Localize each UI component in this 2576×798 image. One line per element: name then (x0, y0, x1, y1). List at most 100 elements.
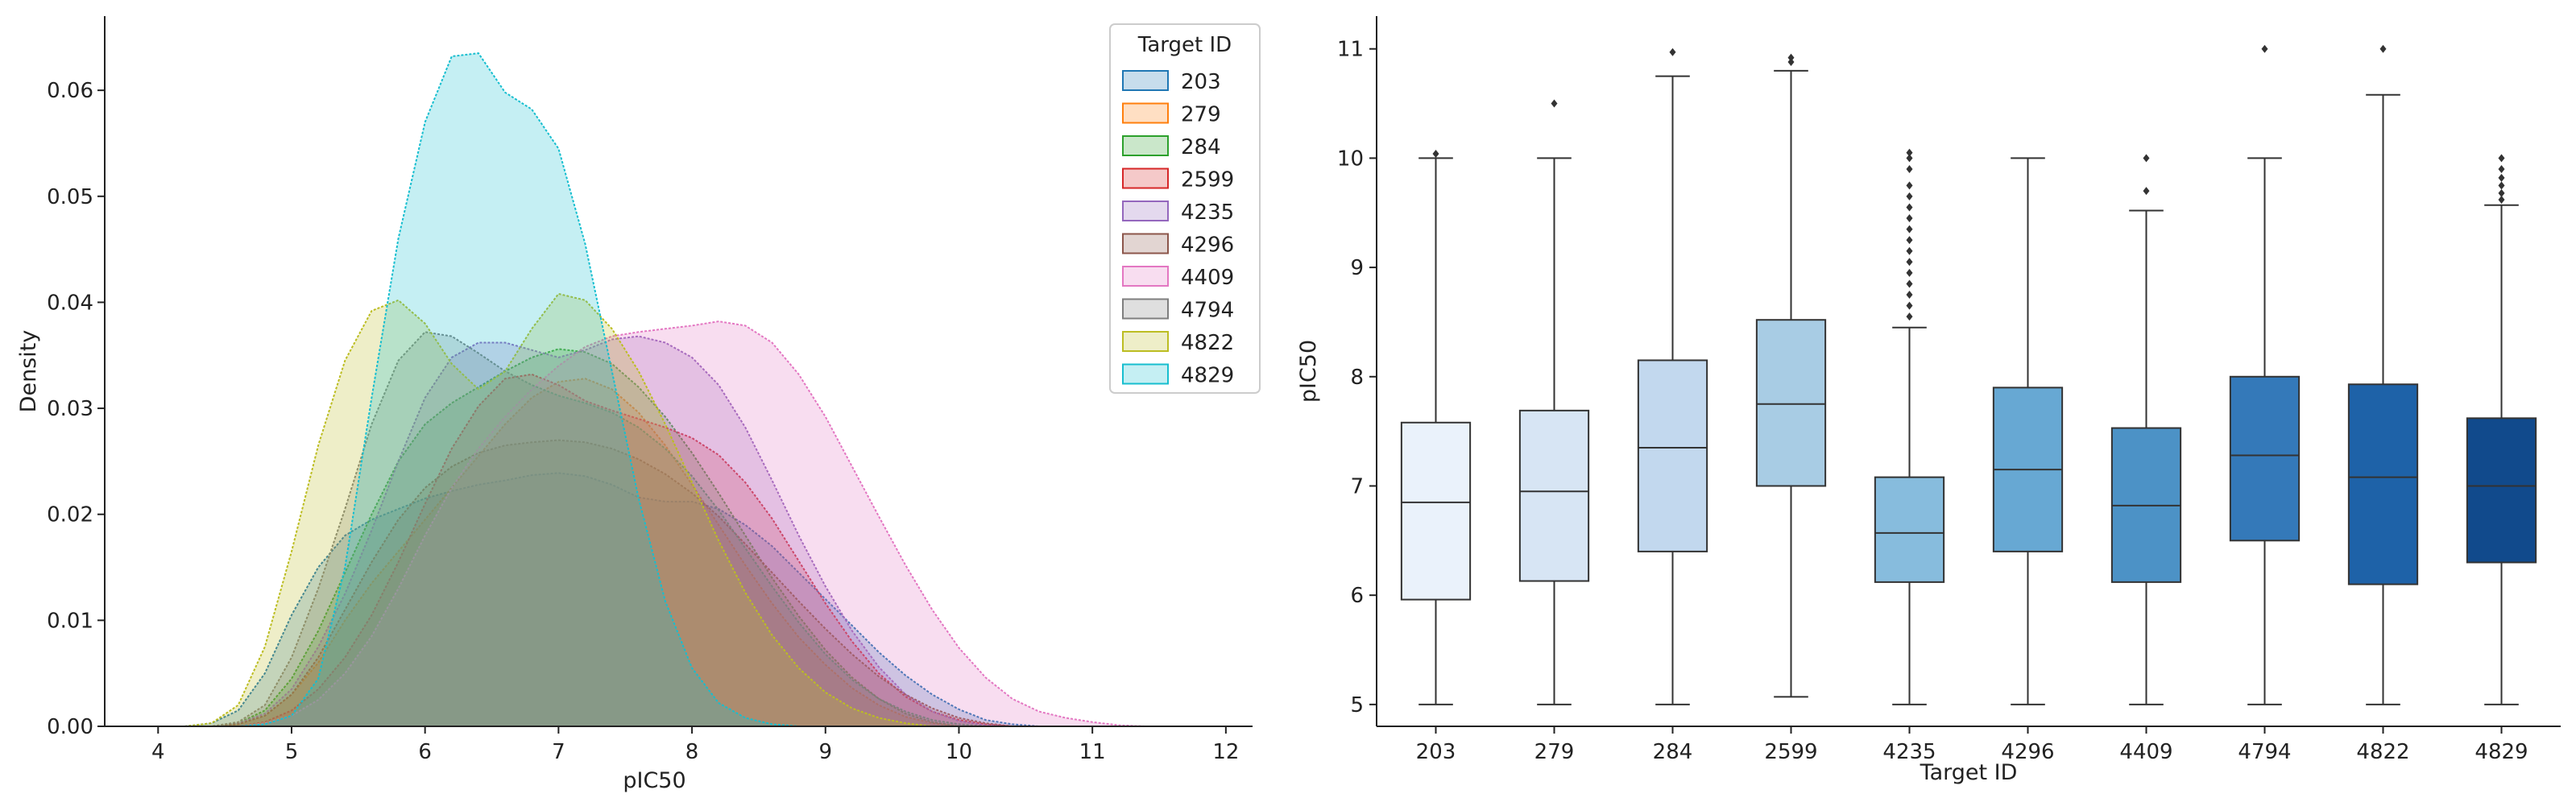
legend-swatch-4296 (1122, 233, 1169, 254)
kde-y-tick-label: 0.04 (47, 291, 93, 315)
legend-swatch-4829 (1122, 363, 1169, 385)
kde-y-tick-label: 0.00 (47, 715, 93, 739)
kde-series-4409 (184, 320, 1146, 727)
outlier-point (2498, 188, 2505, 197)
legend-frame (1109, 23, 1261, 394)
legend-swatch-4235 (1122, 201, 1169, 221)
box-x-tick-label: 4235 (1882, 740, 1936, 764)
legend-label-2599: 2599 (1181, 168, 1234, 192)
box-iqr (1755, 319, 1827, 487)
box-y-tick-label: 11 (1337, 38, 1364, 62)
outlier-point (1906, 246, 1913, 255)
outlier-point (1906, 268, 1913, 277)
kde-x-tick-label: 11 (1079, 740, 1106, 764)
kde-series-4235 (184, 335, 1146, 727)
outlier-point (2498, 195, 2505, 204)
box-284 (1637, 48, 1708, 705)
outlier-point (1906, 148, 1913, 157)
kde-x-tick-label: 5 (285, 740, 299, 764)
kde-legend: Target ID 203 279 284 2599 4235 4296 4409 4794 48… (1109, 23, 1261, 394)
legend-label-284: 284 (1181, 135, 1221, 159)
box-iqr (2466, 417, 2537, 564)
box-4409 (2110, 154, 2182, 705)
box-4822 (2347, 44, 2419, 705)
legend-label-279: 279 (1181, 103, 1221, 127)
box-4829 (2466, 154, 2537, 705)
box-x-tick-label: 203 (1416, 740, 1456, 764)
outlier-point (1906, 181, 1913, 190)
kde-line-203 (184, 472, 1146, 727)
outlier-point (1906, 279, 1913, 288)
outlier-point (1906, 258, 1913, 267)
kde-x-tick-label: 9 (818, 740, 832, 764)
legend-label-4822: 4822 (1181, 331, 1234, 355)
legend-label-4409: 4409 (1181, 266, 1234, 290)
kde-series-4296 (184, 439, 1146, 727)
box-279 (1518, 99, 1590, 705)
outlier-point (1787, 53, 1795, 62)
box-y-tick-label: 8 (1350, 366, 1364, 390)
kde-area-4296 (184, 440, 1146, 726)
legend-label-4235: 4235 (1181, 201, 1234, 225)
box-x-axis-label: Target ID (1920, 760, 2018, 785)
box-y-tick-label: 10 (1337, 147, 1364, 171)
box-y-axis-label: pIC50 (1296, 340, 1321, 403)
legend-label-4296: 4296 (1181, 234, 1234, 258)
box-x-tick-label: 4409 (2119, 740, 2172, 764)
legend-swatch-284 (1122, 135, 1169, 156)
kde-x-tick-label: 12 (1212, 740, 1239, 764)
box-x-tick-label: 284 (1653, 740, 1693, 764)
legend-swatch-4794 (1122, 298, 1169, 320)
kde-x-tick-label: 8 (685, 740, 699, 764)
box-y-tick-label: 5 (1350, 693, 1364, 717)
outlier-point (1906, 192, 1913, 201)
box-chart: 203 279 284 2599 4235 4296 4409 4794 4822 4829 5 6 7… (1296, 16, 2561, 785)
outlier-point (2261, 44, 2268, 53)
kde-y-tick-label: 0.01 (47, 609, 93, 633)
kde-x-tick-label: 4 (151, 740, 165, 764)
box-iqr (1400, 421, 1472, 601)
outlier-point (1787, 57, 1795, 66)
kde-line-4296 (184, 439, 1146, 727)
outlier-point (2143, 187, 2150, 196)
box-x-tick-label: 4794 (2238, 740, 2291, 764)
outlier-point (1906, 236, 1913, 245)
legend-label-203: 203 (1181, 70, 1221, 94)
box-iqr (1874, 476, 1945, 583)
box-y-tick-label: 7 (1350, 474, 1364, 498)
kde-area-4409 (184, 321, 1146, 726)
outlier-point (2498, 181, 2505, 190)
legend-swatch-2599 (1122, 167, 1169, 189)
box-203 (1400, 149, 1472, 705)
box-x-tick-label: 4822 (2356, 740, 2409, 764)
box-iqr (2347, 383, 2419, 585)
box-x-tick-label: 2599 (1764, 740, 1817, 764)
box-4296 (1992, 157, 2064, 705)
kde-chart: 4 5 6 7 8 9 10 11 12 0.00 0.01 0.02 0.03 0.04 0.05 0.06… (16, 16, 1261, 793)
kde-y-tick-label: 0.05 (47, 185, 93, 209)
kde-series-4794 (184, 331, 1146, 727)
kde-area-279 (184, 378, 1146, 726)
kde-y-axis-label: Density (16, 330, 41, 413)
box-x-tick-label: 279 (1534, 740, 1575, 764)
outlier-point (2498, 173, 2505, 182)
outlier-point (1906, 154, 1913, 163)
kde-area-4794 (184, 332, 1146, 726)
box-iqr (2229, 375, 2301, 542)
legend-swatch-4409 (1122, 266, 1169, 287)
outlier-point (1906, 312, 1913, 321)
outlier-point (1432, 149, 1439, 158)
legend-swatch-4822 (1122, 331, 1169, 352)
kde-line-2599 (184, 373, 1146, 727)
legend-swatch-203 (1122, 70, 1169, 91)
kde-line-4409 (184, 320, 1146, 727)
kde-y-tick-label: 0.03 (47, 397, 93, 421)
outlier-point (1669, 48, 1676, 56)
outlier-point (2498, 154, 2505, 163)
box-y-tick-label: 9 (1350, 256, 1364, 280)
kde-series-2599 (184, 373, 1146, 727)
box-4794 (2229, 44, 2301, 705)
kde-x-tick-label: 10 (946, 740, 972, 764)
kde-area-4235 (184, 336, 1146, 726)
